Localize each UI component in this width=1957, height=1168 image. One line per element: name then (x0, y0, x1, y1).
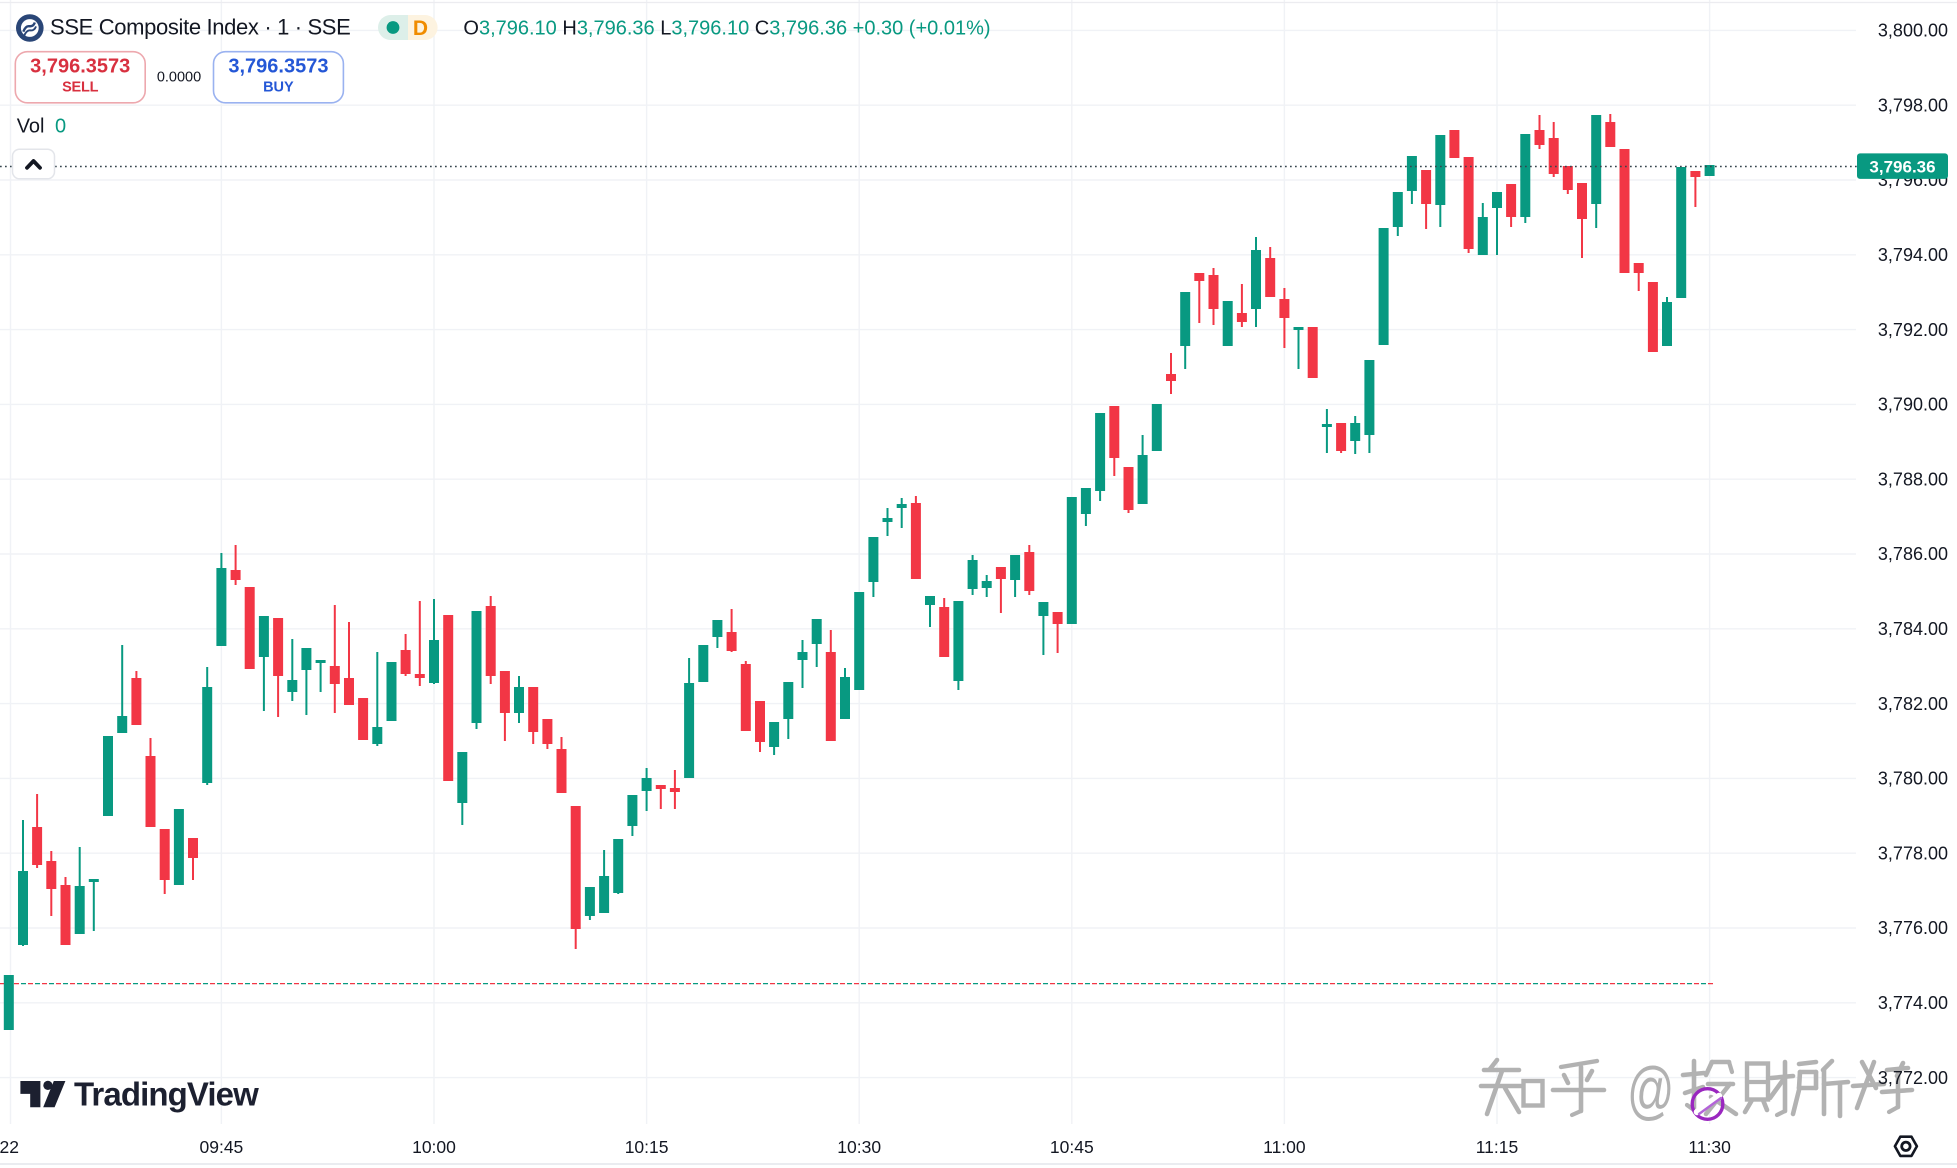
svg-text:11:15: 11:15 (1476, 1137, 1519, 1157)
svg-text:10:15: 10:15 (625, 1137, 669, 1157)
svg-text:3,800.00: 3,800.00 (1878, 21, 1948, 41)
svg-text:3,790.00: 3,790.00 (1878, 395, 1948, 415)
svg-text:BUY: BUY (263, 80, 294, 96)
svg-text:3,772.00: 3,772.00 (1878, 1068, 1948, 1088)
svg-text:3,778.00: 3,778.00 (1878, 843, 1948, 863)
svg-text:3,774.00: 3,774.00 (1878, 993, 1948, 1013)
svg-text:D: D (413, 17, 428, 40)
svg-text:@: @ (1627, 1054, 1674, 1126)
svg-text:3,798.00: 3,798.00 (1878, 95, 1948, 115)
svg-text:3,792.00: 3,792.00 (1878, 320, 1948, 340)
svg-text:3,786.00: 3,786.00 (1878, 544, 1948, 564)
svg-text:09:45: 09:45 (200, 1137, 244, 1157)
svg-text:11:30: 11:30 (1688, 1137, 1731, 1157)
svg-text:3,780.00: 3,780.00 (1878, 769, 1948, 789)
svg-text:3,796.3573: 3,796.3573 (30, 56, 130, 78)
svg-text:22: 22 (0, 1137, 19, 1157)
svg-text:3,796.36: 3,796.36 (1869, 158, 1935, 177)
svg-text:3,776.00: 3,776.00 (1878, 918, 1948, 938)
svg-text:0.0000: 0.0000 (157, 70, 201, 86)
svg-text:3,782.00: 3,782.00 (1878, 694, 1948, 714)
svg-text:SELL: SELL (62, 80, 99, 96)
svg-text:10:45: 10:45 (1050, 1137, 1094, 1157)
svg-text:SSE Composite Index · 1 · SSE: SSE Composite Index · 1 · SSE (50, 15, 350, 40)
svg-text:10:00: 10:00 (412, 1137, 456, 1157)
svg-text:O3,796.10 H3,796.36 L3,796.10: O3,796.10 H3,796.36 L3,796.10 C3,796.36 … (463, 18, 990, 40)
svg-text:3,784.00: 3,784.00 (1878, 619, 1948, 639)
svg-text:0: 0 (55, 116, 66, 138)
svg-text:3,794.00: 3,794.00 (1878, 245, 1948, 265)
svg-text:Vol: Vol (17, 116, 45, 138)
svg-text:3,788.00: 3,788.00 (1878, 469, 1948, 489)
svg-text:TradingView: TradingView (74, 1076, 259, 1113)
svg-text:11:00: 11:00 (1263, 1137, 1306, 1157)
svg-text:3,796.3573: 3,796.3573 (228, 56, 328, 78)
svg-text:10:30: 10:30 (837, 1137, 881, 1157)
